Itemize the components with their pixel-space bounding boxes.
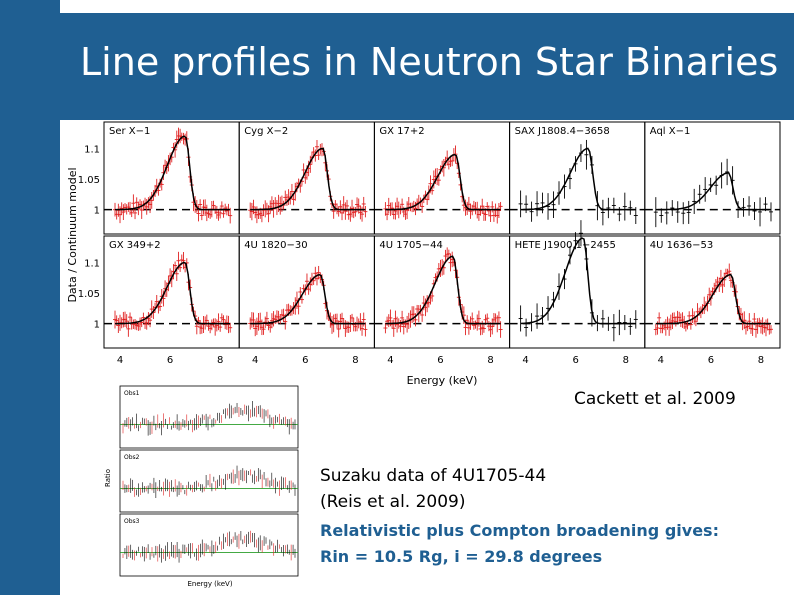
model-line xyxy=(250,273,366,325)
model-line xyxy=(520,147,636,211)
x-tick-label: 4 xyxy=(117,355,123,366)
x-tick-label: 6 xyxy=(573,355,579,366)
suzaku-caption-line2: (Reis et al. 2009) xyxy=(320,492,466,512)
panel: 4U 1705−44 xyxy=(373,235,511,349)
x-tick-label: 6 xyxy=(437,355,443,366)
panel-grid: Ser X−1 Cyg X−2 GX 17+2 SAX J1808.4−3658 Aql… xyxy=(103,121,781,349)
inset-panel: Obs3 xyxy=(119,513,299,577)
x-tick-label: 8 xyxy=(352,355,358,366)
panel-label: Cyg X−2 xyxy=(244,126,288,137)
panel-label: Aql X−1 xyxy=(650,126,691,137)
model-line xyxy=(385,153,501,211)
panel: Ser X−1 xyxy=(103,121,240,235)
figure-xlabel: Energy (keV) xyxy=(407,374,478,387)
model-line xyxy=(520,237,636,325)
y-tick-label: 1.1 xyxy=(84,258,100,269)
x-tick-label: 6 xyxy=(302,355,308,366)
inset-panel-label: Obs3 xyxy=(124,518,140,525)
panel-label: GX 17+2 xyxy=(379,126,424,137)
inset-ylabel: Ratio xyxy=(104,469,112,487)
panel: Aql X−1 xyxy=(644,121,781,235)
model-line xyxy=(115,135,231,211)
figure-credit: Cackett et al. 2009 xyxy=(574,389,736,409)
x-tick-label: 8 xyxy=(758,355,764,366)
y-tick-label: 1 xyxy=(94,206,100,217)
result-line1: Relativistic plus Compton broadening giv… xyxy=(320,521,719,540)
panel-label: 4U 1636−53 xyxy=(650,240,713,251)
y-tick-label: 1.1 xyxy=(84,144,100,155)
inset-panel-stack: Obs1 Obs2 Obs3 xyxy=(119,385,299,577)
title-band xyxy=(0,13,794,120)
x-tick-label: 4 xyxy=(252,355,258,366)
suzaku-caption-line1: Suzaku data of 4U1705-44 xyxy=(320,466,547,486)
x-tick-label: 4 xyxy=(387,355,393,366)
x-tick-label: 8 xyxy=(217,355,223,366)
x-tick-label: 8 xyxy=(623,355,629,366)
panel: 4U 1820−30 xyxy=(238,235,375,349)
y-tick-label: 1 xyxy=(94,320,100,331)
panel: GX 17+2 xyxy=(373,121,511,235)
panel: 4U 1636−53 xyxy=(644,235,781,349)
inset-panel-label: Obs2 xyxy=(124,454,140,461)
x-tick-label: 6 xyxy=(708,355,714,366)
y-tick-labels: 1.1 1.1 1.05 1.05 1 1 xyxy=(78,144,100,330)
inset-panel: Obs2 xyxy=(119,449,299,513)
model-line xyxy=(250,147,366,211)
panel: GX 349+2 xyxy=(103,235,240,349)
y-tick-label: 1.05 xyxy=(78,175,100,186)
x-tick-label: 8 xyxy=(487,355,493,366)
result-line2: Rin = 10.5 Rg, i = 29.8 degrees xyxy=(320,547,603,566)
x-tick-labels: 4 6 8 4 6 8 4 6 8 4 6 8 4 6 8 xyxy=(117,355,764,366)
inset-xlabel: Energy (keV) xyxy=(187,580,232,588)
panel-label: Ser X−1 xyxy=(109,126,150,137)
model-line xyxy=(115,261,231,325)
slide-title: Line profiles in Neutron Star Binaries xyxy=(80,40,779,84)
model-line xyxy=(655,172,771,211)
x-tick-label: 6 xyxy=(167,355,173,366)
suzaku-inset-figure: Ratio Energy (keV) Obs1 Obs2 Obs3 xyxy=(98,378,306,590)
x-tick-label: 4 xyxy=(522,355,528,366)
line-profile-figure: Data / Continuum model Energy (keV) Ser … xyxy=(62,120,786,392)
inset-panel-label: Obs1 xyxy=(124,390,140,397)
figure-ylabel: Data / Continuum model xyxy=(66,167,79,302)
model-line xyxy=(655,273,771,325)
panel-label: GX 349+2 xyxy=(109,240,161,251)
panel-label: SAX J1808.4−3658 xyxy=(515,126,610,137)
model-line xyxy=(385,255,501,325)
panel-label: 4U 1820−30 xyxy=(244,240,307,251)
panel-label: 4U 1705−44 xyxy=(379,240,442,251)
panel-label: HETE J1900.1−2455 xyxy=(515,240,616,251)
y-tick-label: 1.05 xyxy=(78,289,100,300)
inset-panel: Obs1 xyxy=(119,385,299,449)
x-tick-label: 4 xyxy=(658,355,664,366)
